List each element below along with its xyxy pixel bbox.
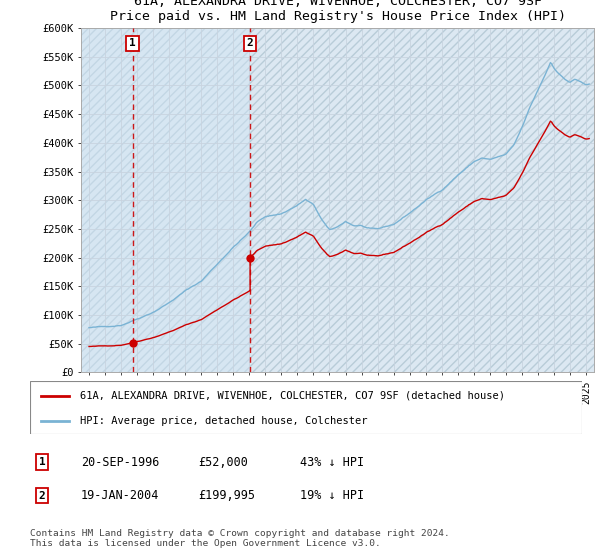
Text: Contains HM Land Registry data © Crown copyright and database right 2024.
This d: Contains HM Land Registry data © Crown c…	[30, 529, 450, 548]
Text: 20-SEP-1996: 20-SEP-1996	[81, 455, 160, 469]
Text: 61A, ALEXANDRA DRIVE, WIVENHOE, COLCHESTER, CO7 9SF (detached house): 61A, ALEXANDRA DRIVE, WIVENHOE, COLCHEST…	[80, 391, 505, 401]
Bar	[81, 28, 250, 372]
Text: 1: 1	[129, 39, 136, 49]
Text: £199,995: £199,995	[198, 489, 255, 502]
Text: £52,000: £52,000	[198, 455, 248, 469]
Text: 2: 2	[38, 491, 46, 501]
Title: 61A, ALEXANDRA DRIVE, WIVENHOE, COLCHESTER, CO7 9SF
Price paid vs. HM Land Regis: 61A, ALEXANDRA DRIVE, WIVENHOE, COLCHEST…	[110, 0, 566, 22]
Text: 43% ↓ HPI: 43% ↓ HPI	[300, 455, 364, 469]
Text: 19% ↓ HPI: 19% ↓ HPI	[300, 489, 364, 502]
Text: HPI: Average price, detached house, Colchester: HPI: Average price, detached house, Colc…	[80, 416, 367, 426]
Text: 2: 2	[247, 39, 254, 49]
FancyBboxPatch shape	[30, 381, 582, 434]
Text: 1: 1	[38, 457, 46, 467]
Text: 19-JAN-2004: 19-JAN-2004	[81, 489, 160, 502]
